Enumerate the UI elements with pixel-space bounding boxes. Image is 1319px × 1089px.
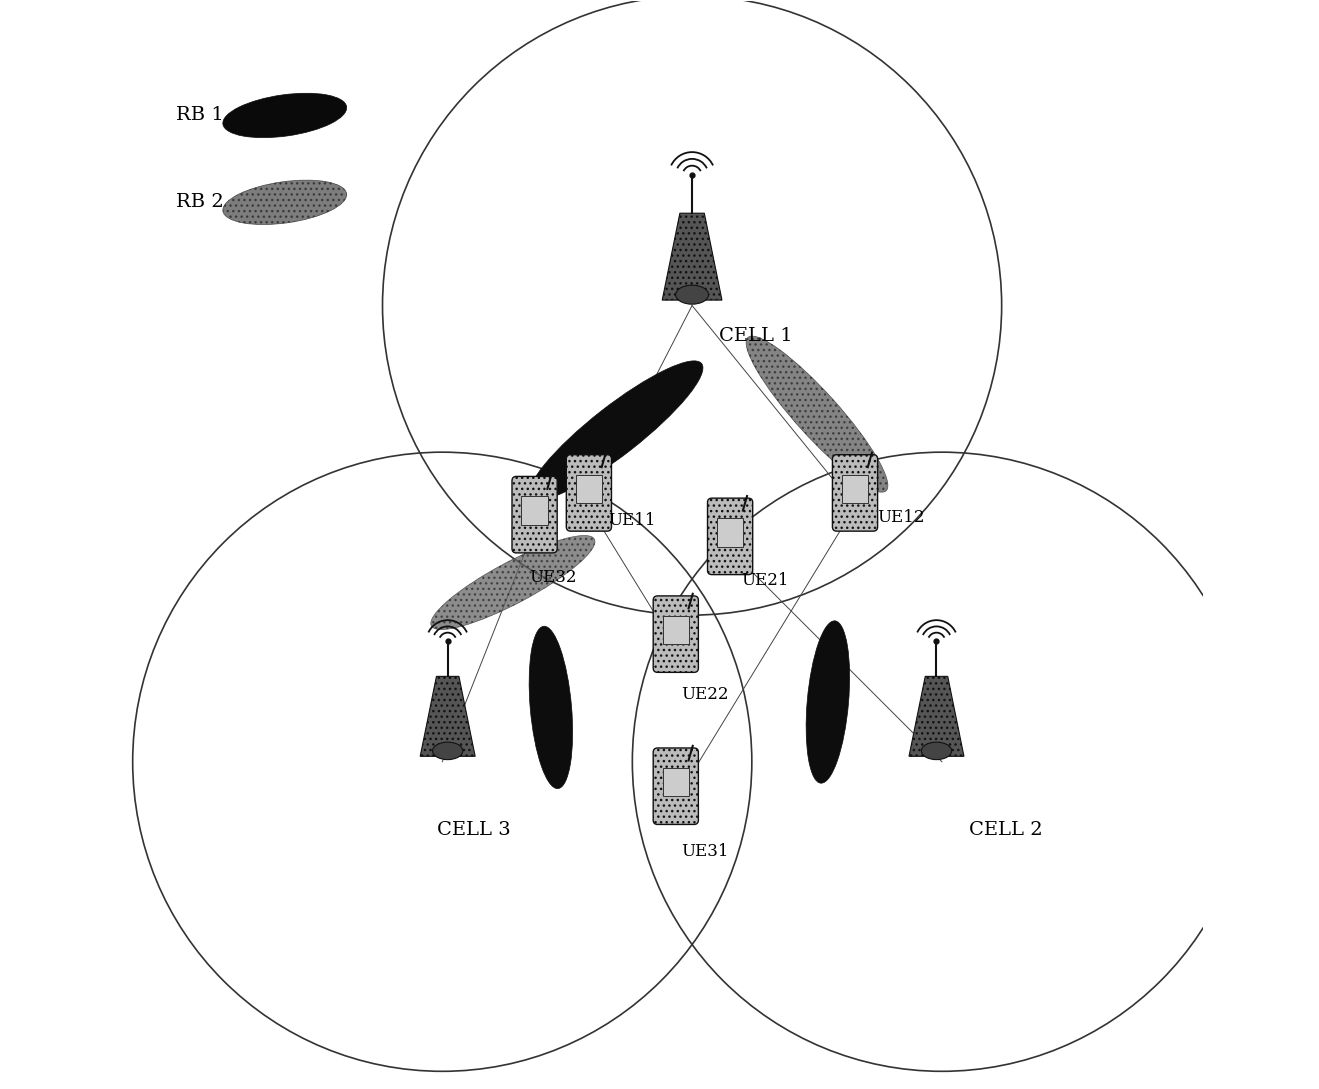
Ellipse shape xyxy=(223,180,347,224)
Ellipse shape xyxy=(223,94,347,137)
Text: UE12: UE12 xyxy=(877,509,925,526)
Ellipse shape xyxy=(431,536,595,629)
Bar xyxy=(842,475,868,503)
FancyBboxPatch shape xyxy=(653,748,698,824)
FancyBboxPatch shape xyxy=(512,476,557,553)
Ellipse shape xyxy=(747,337,888,492)
Ellipse shape xyxy=(529,626,572,788)
Text: RB 2: RB 2 xyxy=(177,194,224,211)
Text: CELL 1: CELL 1 xyxy=(719,328,793,345)
Bar xyxy=(662,616,689,645)
Text: UE31: UE31 xyxy=(681,843,728,860)
FancyBboxPatch shape xyxy=(653,596,698,672)
Ellipse shape xyxy=(433,742,463,760)
Polygon shape xyxy=(662,213,721,301)
Text: UE22: UE22 xyxy=(681,686,728,702)
Text: UE32: UE32 xyxy=(529,570,576,587)
FancyBboxPatch shape xyxy=(707,498,753,575)
Bar xyxy=(521,497,547,525)
Polygon shape xyxy=(909,676,964,757)
FancyBboxPatch shape xyxy=(566,455,612,531)
Text: UE11: UE11 xyxy=(608,512,656,529)
Bar xyxy=(576,475,601,503)
FancyBboxPatch shape xyxy=(832,455,877,531)
Text: UE21: UE21 xyxy=(741,572,789,589)
Bar xyxy=(718,518,743,547)
Ellipse shape xyxy=(529,360,703,500)
Text: CELL 2: CELL 2 xyxy=(969,821,1043,840)
Polygon shape xyxy=(421,676,475,757)
Ellipse shape xyxy=(806,621,849,783)
Text: CELL 3: CELL 3 xyxy=(437,821,510,840)
Text: RB 1: RB 1 xyxy=(177,107,224,124)
Bar xyxy=(662,768,689,796)
Ellipse shape xyxy=(922,742,951,760)
Ellipse shape xyxy=(675,285,708,304)
